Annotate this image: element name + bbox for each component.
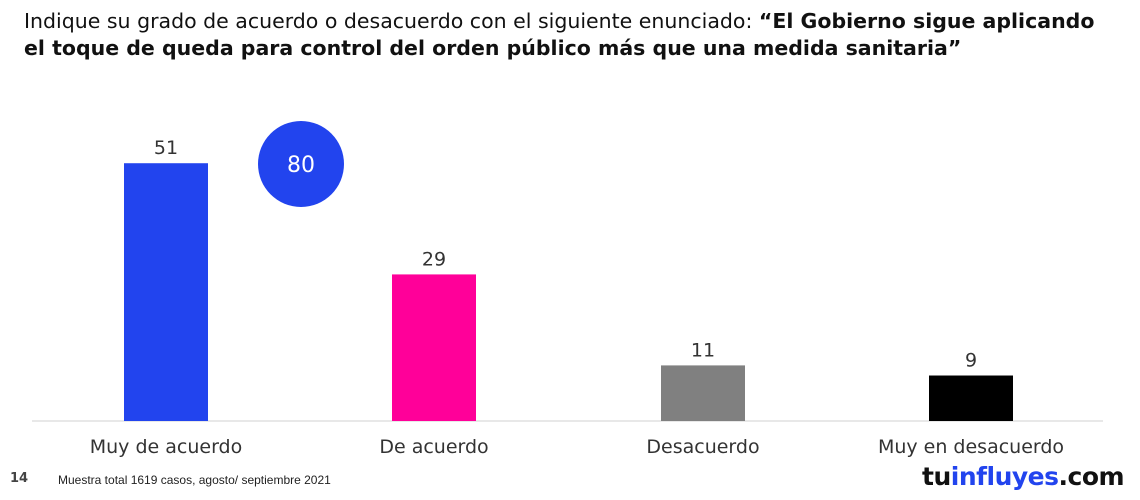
- x-tick-label: Muy de acuerdo: [90, 436, 243, 458]
- bar-desacuerdo: [661, 365, 745, 421]
- title-intro: Indique su grado de acuerdo o desacuerdo…: [24, 9, 759, 33]
- title-question: “El Gobierno sigue aplicando el toque de…: [24, 9, 1095, 60]
- logo-part-com: .com: [1058, 462, 1125, 491]
- chart-title: Indique su grado de acuerdo o desacuerdo…: [24, 8, 1114, 62]
- x-tick-label: Muy en desacuerdo: [878, 436, 1064, 458]
- x-tick-label: De acuerdo: [379, 436, 488, 458]
- sample-note: Muestra total 1619 casos, agosto/ septie…: [58, 473, 331, 487]
- logo-part-tu: tu: [922, 462, 951, 491]
- total-agreement-label: 80: [287, 153, 315, 178]
- x-tick-label: Desacuerdo: [646, 436, 759, 458]
- bar-value-label: 11: [691, 339, 715, 361]
- logo-part-influyes: influyes: [950, 462, 1059, 491]
- total-agreement-circle: [258, 121, 344, 207]
- bar-value-label: 51: [154, 137, 178, 159]
- bar-value-label: 9: [965, 350, 977, 372]
- brand-logo: tuinfluyes.com: [922, 462, 1125, 491]
- page-number: 14: [10, 471, 29, 486]
- bar-value-label: 29: [422, 248, 446, 270]
- bar-de-acuerdo: [392, 274, 476, 421]
- bar-muy-en-desacuerdo: [929, 375, 1013, 421]
- bar-muy-de-acuerdo: [124, 163, 208, 421]
